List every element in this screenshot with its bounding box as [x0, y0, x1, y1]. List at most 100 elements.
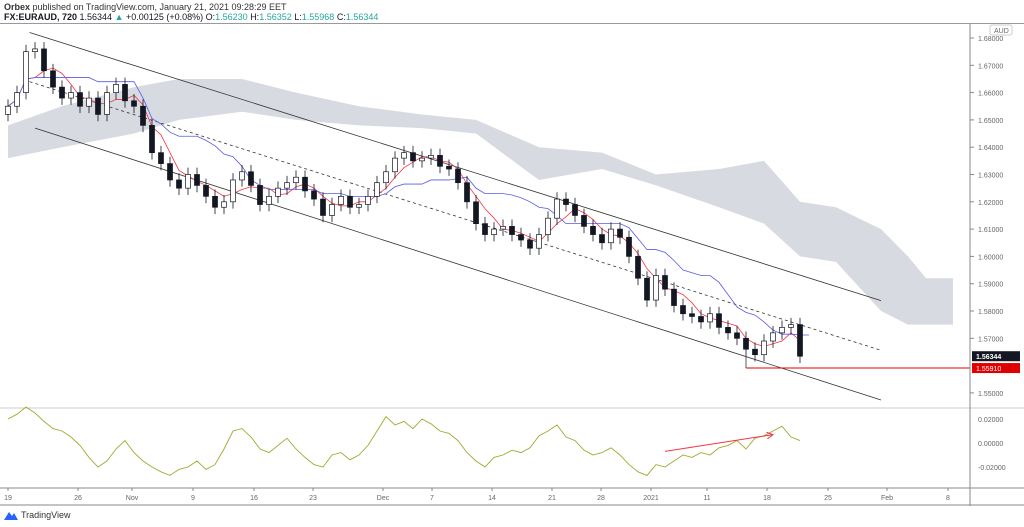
- candle: [239, 164, 245, 187]
- open-value: 1.56230: [215, 12, 248, 22]
- candle-body: [239, 171, 245, 181]
- candle-body: [248, 171, 254, 186]
- time-tick-label: 18: [763, 495, 771, 502]
- candles: [5, 42, 803, 364]
- candle: [176, 173, 182, 195]
- time-tick-label: 21: [548, 495, 556, 502]
- candle: [563, 192, 569, 212]
- candle: [104, 85, 110, 122]
- price-tick-label: 1.63000: [978, 173, 1003, 180]
- candle-body: [383, 171, 389, 184]
- currency-label: AUD: [994, 28, 1009, 35]
- candle-body: [572, 204, 578, 216]
- candle: [761, 334, 767, 362]
- candle: [464, 175, 470, 209]
- candle: [446, 159, 452, 176]
- candle: [716, 306, 722, 335]
- candle: [509, 219, 515, 242]
- candle: [689, 306, 695, 324]
- candle-body: [743, 337, 749, 350]
- candle-body: [770, 332, 776, 342]
- candle-body: [563, 198, 569, 205]
- candle-body: [140, 105, 146, 126]
- candle: [284, 175, 290, 195]
- price-tick-label: 1.60000: [978, 254, 1003, 261]
- candle: [131, 93, 137, 114]
- candle: [482, 216, 488, 242]
- oscillator-pane: [0, 406, 1024, 476]
- price-tick-label: 1.64000: [978, 145, 1003, 152]
- tradingview-logo[interactable]: TradingView: [4, 510, 71, 520]
- high-value: 1.56352: [259, 12, 292, 22]
- indicator-lines: [7, 32, 970, 401]
- candle-body: [275, 187, 281, 197]
- candle-body: [410, 152, 416, 162]
- price-tick-label: 1.61000: [978, 227, 1003, 234]
- candle-body: [32, 48, 38, 53]
- candle-body: [725, 327, 731, 334]
- candle-body: [590, 226, 596, 235]
- candle: [203, 178, 209, 204]
- candle: [113, 77, 119, 100]
- candle: [554, 192, 560, 226]
- candle: [662, 268, 668, 296]
- candle-body: [77, 92, 83, 107]
- candle: [608, 222, 614, 250]
- candle-body: [284, 182, 290, 189]
- candle: [419, 151, 425, 168]
- candle-body: [212, 195, 218, 208]
- tradingview-brand: TradingView: [21, 510, 71, 520]
- candle-body: [194, 174, 200, 186]
- candle: [545, 211, 551, 242]
- candle-body: [545, 217, 551, 235]
- oscillator-tick-label: -0.02000: [978, 465, 1006, 472]
- price-tick-label: 1.66000: [978, 91, 1003, 98]
- time-tick-label: 7: [430, 495, 434, 502]
- candle: [23, 44, 29, 100]
- candle: [293, 170, 299, 190]
- price-tick-label: 1.68000: [978, 36, 1003, 43]
- candle: [500, 219, 506, 236]
- candle: [140, 99, 146, 133]
- time-tick-label: 26: [74, 495, 82, 502]
- candle: [86, 91, 92, 114]
- publish-info: Orbex published on TradingView.com, Janu…: [4, 2, 287, 12]
- time-tick-label: Feb: [881, 495, 893, 502]
- price-tick-label: 1.57000: [978, 336, 1003, 343]
- candle-body: [761, 340, 767, 356]
- candle: [230, 173, 236, 209]
- candle: [671, 282, 677, 313]
- candle: [779, 320, 785, 340]
- candle: [311, 184, 317, 206]
- support-price-label: 1.55910: [976, 366, 1001, 373]
- candle: [248, 164, 254, 193]
- support-price-badge: [972, 363, 1020, 374]
- candle-body: [230, 179, 236, 203]
- time-tick-label: 25: [824, 495, 832, 502]
- arrow-head-icon: [766, 431, 775, 440]
- candle-body: [788, 324, 794, 328]
- candle-body: [707, 313, 713, 323]
- candle: [572, 197, 578, 223]
- candle-body: [527, 239, 533, 249]
- candle-body: [599, 234, 605, 244]
- candle: [518, 227, 524, 247]
- candle-body: [581, 215, 587, 227]
- candle: [707, 306, 713, 329]
- time-tick-label: 9: [191, 495, 195, 502]
- symbol[interactable]: FX:EURAUD, 720: [4, 12, 78, 22]
- current-price-badge: [972, 351, 1020, 362]
- candle: [5, 99, 11, 122]
- candle: [797, 317, 803, 364]
- candle: [725, 320, 731, 340]
- oscillator-tick-label: 0.00000: [978, 441, 1003, 448]
- chart-canvas[interactable]: 1.68000 1.67000 1.66000 1.65000 1.64000 1.630…: [0, 24, 1024, 506]
- candle-body: [365, 195, 371, 205]
- candle: [752, 342, 758, 362]
- candle: [221, 194, 227, 215]
- ichimoku-cloud: [8, 78, 953, 325]
- published-text: published on TradingView.com, January 21…: [32, 2, 287, 12]
- current-price-label: 1.56344: [976, 354, 1001, 361]
- candle: [653, 268, 659, 307]
- candle: [536, 227, 542, 256]
